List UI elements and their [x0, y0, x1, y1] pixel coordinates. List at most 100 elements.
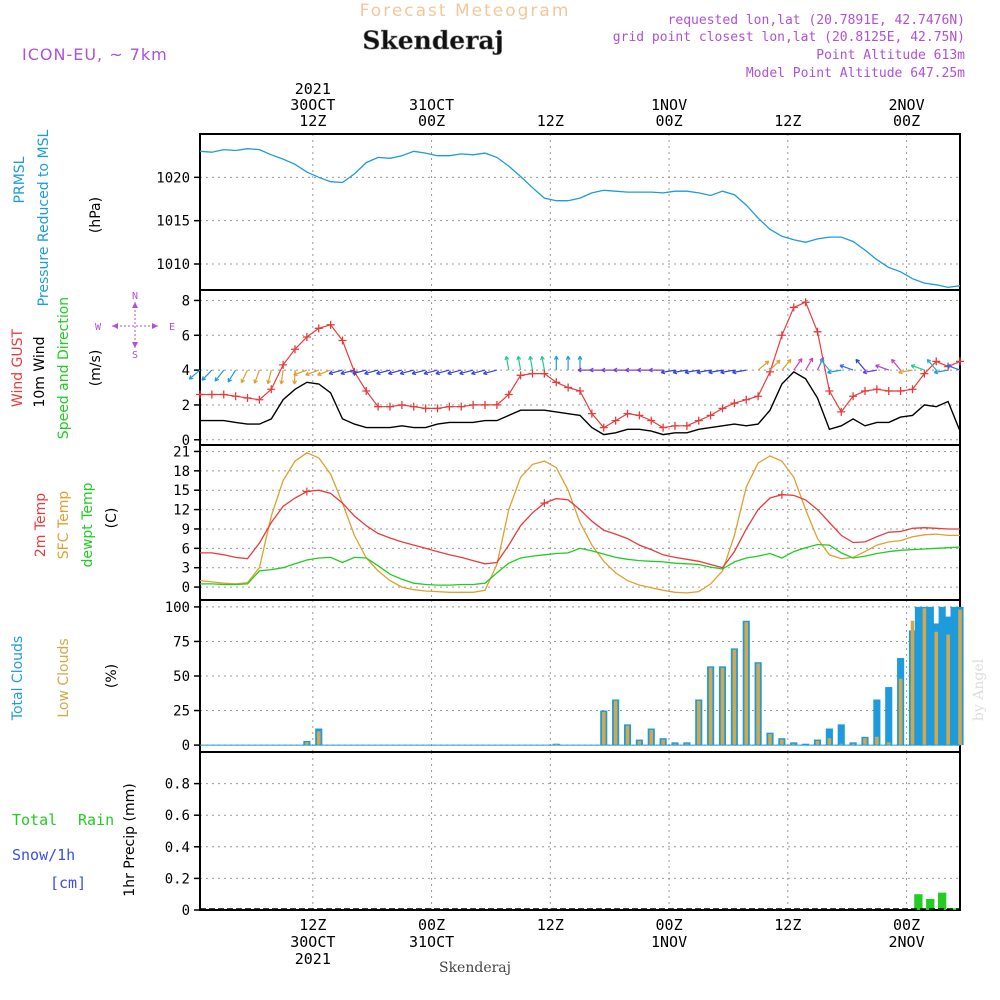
low-cloud-bar — [875, 736, 879, 746]
wind-direction-arrow — [266, 369, 272, 385]
gust-point — [445, 402, 454, 411]
bottom-tick-label: 12Z — [774, 916, 801, 934]
wind-direction-arrow — [648, 367, 664, 373]
total-cloud-bar — [914, 606, 922, 746]
gust-point — [742, 395, 751, 404]
wind-direction-arrow — [933, 369, 949, 375]
clouds-ytick-label: 50 — [173, 669, 190, 685]
gust-label: Wind GUST — [10, 328, 26, 407]
bottom-tick-label: 00Z — [893, 916, 920, 934]
gust-point — [872, 385, 881, 394]
gust-point — [219, 390, 228, 399]
gust-point — [849, 392, 858, 401]
top-tick-label: 12Z — [774, 112, 801, 130]
total-clouds-label: Total Clouds — [10, 636, 26, 721]
gust-point — [207, 390, 216, 399]
low-cloud-bar — [305, 742, 309, 746]
compass-n: N — [132, 291, 138, 302]
gust-point — [623, 409, 632, 418]
low-cloud-bar — [958, 609, 962, 746]
temp-ytick-label: 0 — [182, 580, 190, 596]
low-cloud-bar — [601, 711, 606, 746]
precip-total-label: Total — [12, 811, 57, 829]
wind-direction-arrow — [423, 369, 438, 376]
gust-point — [920, 369, 929, 378]
wind-direction-arrow — [875, 364, 890, 371]
gust-point — [932, 357, 941, 366]
gust-point — [469, 400, 478, 409]
wind-direction-arrow — [459, 369, 474, 376]
wind-direction-arrow — [946, 364, 961, 371]
gust-point — [777, 331, 786, 340]
clouds-ytick-label: 75 — [173, 634, 190, 650]
temp-ytick-label: 21 — [173, 444, 190, 460]
wind-direction-arrow — [253, 369, 260, 384]
low-cloud-bar — [898, 678, 903, 746]
wind-direction-arrow — [387, 369, 403, 376]
low-cloud-bar — [934, 631, 939, 746]
wind-direction-arrow — [827, 369, 842, 375]
wind-direction-arrow — [305, 369, 320, 377]
gust-point — [659, 423, 668, 432]
low-cloud-bar — [625, 725, 630, 746]
wind-direction-arrow — [471, 369, 486, 376]
bottom-tick-label: 00Z — [656, 916, 683, 934]
wind-direction-arrow — [447, 369, 462, 376]
low-cloud-bar — [946, 634, 950, 746]
total-cloud-bar — [885, 687, 893, 746]
low-cloud-bar — [649, 729, 654, 746]
gust-point — [196, 390, 204, 399]
gust-point — [718, 404, 727, 413]
wind-direction-arrow — [328, 369, 343, 376]
wind-unit: (m/s) — [88, 350, 104, 387]
wind-direction-arrow — [805, 357, 814, 371]
gust-point — [754, 392, 763, 401]
low-cloud-bar — [863, 738, 867, 746]
gust-point — [599, 423, 608, 432]
gust-point — [326, 320, 335, 329]
gust-point — [635, 411, 644, 420]
gust-point — [433, 404, 442, 413]
panel-labels: PRMSL Pressure Reduced to MSL (hPa) Wind… — [10, 129, 175, 896]
wind-ytick-label: 2 — [182, 398, 190, 414]
pressure-ytick-label: 1010 — [156, 257, 190, 273]
model-label: ICON-EU, ~ 7km — [22, 45, 168, 64]
gust-point — [338, 336, 347, 345]
wind-direction-arrow — [839, 364, 854, 371]
gust-point — [587, 409, 596, 418]
rain-bar — [937, 892, 947, 910]
rain-bar — [926, 898, 935, 910]
wind-speed-line — [200, 371, 961, 436]
wind-direction-arrow — [540, 355, 545, 371]
low-cloud-bar — [780, 739, 784, 746]
gust-point — [682, 421, 691, 430]
wind-direction-arrow — [352, 369, 367, 376]
clouds-ytick-label: 25 — [173, 704, 190, 720]
gust-point — [516, 371, 525, 380]
low-cloud-bar — [839, 743, 844, 746]
low-cloud-bar — [554, 743, 559, 746]
gust-point — [386, 402, 394, 411]
wind-direction-arrow — [660, 369, 676, 375]
low-cloud-bar — [673, 743, 677, 746]
low-cloud-bar — [708, 667, 713, 746]
temp-ytick-label: 3 — [182, 561, 190, 577]
low-clouds-label: Low Clouds — [56, 638, 72, 717]
wind-direction-arrow — [672, 369, 688, 375]
gust-point — [884, 387, 893, 396]
pressure-panel: 1010 1015 1020 — [156, 133, 961, 291]
gust-point — [457, 402, 466, 411]
gust-point — [706, 411, 715, 420]
gust-point — [231, 392, 240, 401]
total-cloud-bar — [950, 606, 958, 746]
gust-point — [255, 395, 264, 404]
wind-direction-arrow — [601, 367, 616, 373]
point-altitude: Point Altitude 613m — [816, 48, 965, 63]
gust-point — [825, 387, 834, 396]
header: Forecast Meteogram Skenderaj ICON-EU, ~ … — [22, 1, 987, 976]
pressure-label-1: PRMSL — [12, 156, 28, 203]
gust-point — [801, 298, 810, 307]
wind-direction-arrow — [637, 367, 652, 373]
footer-location: Skenderaj — [439, 960, 511, 976]
wind-ytick-label: 6 — [182, 328, 190, 344]
